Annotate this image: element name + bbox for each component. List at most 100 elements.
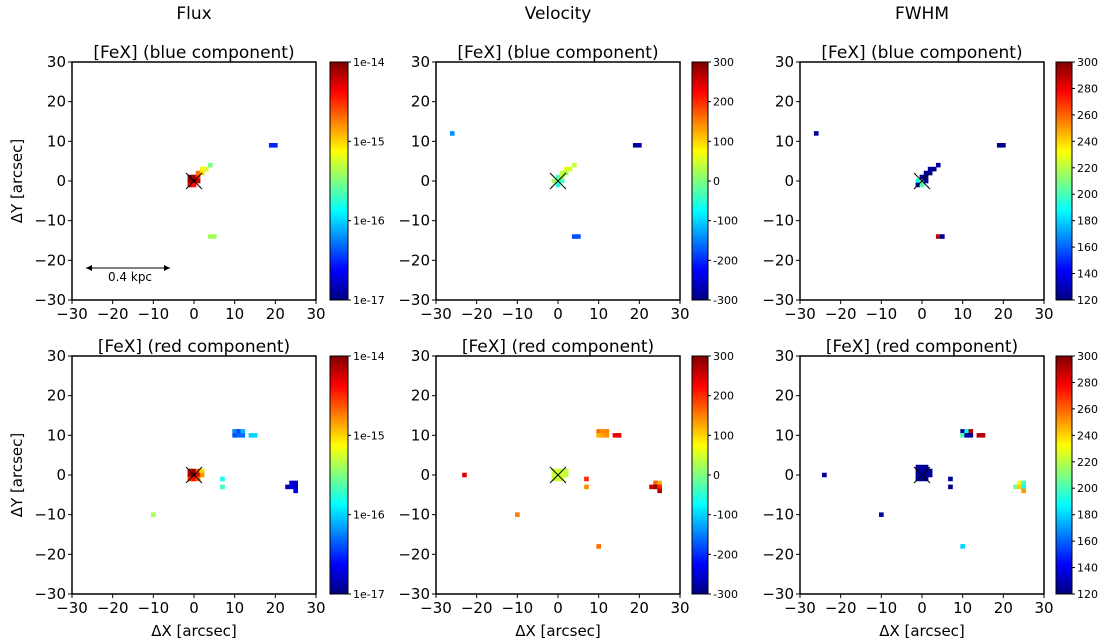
- heatmap-pixels: [822, 429, 1026, 549]
- y-tick-label: −30: [398, 291, 430, 309]
- heatmap-pixel: [199, 166, 205, 172]
- panel-flux-red: [FeX] (red component) −30 −20 −10 0 10 20 30 −30…: [8, 337, 385, 640]
- y-tick-label: 0: [420, 172, 430, 190]
- colorbar-tick-label: 220: [1077, 162, 1098, 175]
- y-tick-label: −20: [762, 251, 794, 269]
- heatmap-pixel: [604, 433, 610, 438]
- y-tick-label: 20: [47, 387, 66, 405]
- x-tick-label: 0: [189, 599, 199, 617]
- x-tick-label: 20: [994, 305, 1013, 323]
- heatmap-pixel: [195, 170, 201, 176]
- colorbar-tick-label: -200: [713, 254, 738, 267]
- heatmap-pixel: [596, 429, 601, 434]
- colorbar-tick-label: 120: [1077, 294, 1098, 307]
- y-tick-label: 0: [784, 172, 794, 190]
- heatmap-pixel: [199, 468, 205, 474]
- heatmap-pixel: [948, 476, 953, 482]
- colorbar-tick-label: 200: [713, 96, 734, 109]
- x-tick-label: 0: [553, 599, 563, 617]
- y-tick-label: −10: [34, 212, 66, 230]
- panel-title: [FeX] (red component): [98, 337, 290, 357]
- x-axis-label: ΔX [arcsec]: [515, 622, 601, 640]
- heatmap-pixel: [879, 512, 884, 517]
- heatmap-pixel: [207, 234, 213, 239]
- x-tick-label: 30: [306, 305, 325, 323]
- x-tick-label: 20: [266, 599, 285, 617]
- heatmap-pixel: [600, 429, 606, 434]
- colorbar-tick-label: 240: [1077, 135, 1098, 148]
- heatmap-pixel: [927, 166, 933, 172]
- heatmap-pixel: [1013, 484, 1018, 490]
- x-tick-label: −20: [825, 599, 857, 617]
- panel-fwhm-red: [FeX] (red component) −30 −20 −10 0 10 20 30 −30…: [762, 337, 1098, 640]
- colorbar-tick-label: 1e-16: [353, 215, 385, 228]
- colorbar: -300 -200 -100 0 100 200 300: [691, 56, 738, 307]
- heatmap-pixel: [960, 429, 965, 434]
- heatmap-pixel: [923, 178, 929, 184]
- colorbar-tick-label: -100: [713, 509, 738, 522]
- y-tick-label: −20: [34, 251, 66, 269]
- heatmap-pixel: [927, 170, 933, 176]
- x-tick-label: 0: [553, 305, 563, 323]
- heatmap-pixel: [555, 476, 561, 482]
- colorbar-tick-label: -200: [713, 548, 738, 561]
- heatmap-pixel: [240, 429, 246, 434]
- x-tick-label: −10: [502, 305, 534, 323]
- heatmap-pixel: [191, 468, 197, 474]
- heatmap-pixel: [1017, 480, 1022, 486]
- heatmap-pixel: [191, 174, 197, 180]
- y-tick-label: 10: [47, 426, 66, 444]
- heatmap-pixel: [632, 143, 638, 148]
- x-tick-label: −20: [461, 305, 493, 323]
- x-tick-label: 20: [630, 305, 649, 323]
- heatmap-pixel: [968, 429, 974, 434]
- x-tick-label: −10: [866, 599, 898, 617]
- heatmap-pixel: [1021, 484, 1026, 490]
- heatmap-pixel: [576, 234, 581, 239]
- x-tick-label: −30: [56, 599, 88, 617]
- heatmap-pixel: [976, 433, 982, 438]
- heatmap-pixel: [195, 178, 201, 184]
- heatmap-pixel: [1021, 480, 1026, 486]
- colorbar-tick-label: 120: [1077, 588, 1098, 601]
- heatmap-pixel: [563, 166, 569, 172]
- heatmap-pixel: [927, 472, 933, 478]
- heatmap-pixel: [927, 468, 933, 474]
- colorbar-gradient: [329, 355, 349, 595]
- heatmap-pixel: [964, 433, 970, 438]
- x-axis-label: ΔX [arcsec]: [879, 622, 965, 640]
- heatmap-pixel: [293, 480, 298, 486]
- colorbar-tick-label: 200: [1077, 188, 1098, 201]
- colorbar-tick-label: 160: [1077, 241, 1098, 254]
- panel-title: [FeX] (blue component): [821, 43, 1022, 63]
- y-tick-label: 10: [775, 132, 794, 150]
- heatmap-pixel: [919, 464, 925, 470]
- y-tick-label: 30: [47, 347, 66, 365]
- x-tick-label: −10: [502, 599, 534, 617]
- colorbar-tick-label: 1e-17: [353, 294, 385, 307]
- x-tick-label: −30: [784, 599, 816, 617]
- y-tick-label: −20: [398, 545, 430, 563]
- panel-title: [FeX] (red component): [826, 337, 1018, 357]
- heatmap-pixel: [515, 512, 520, 517]
- heatmap-pixel: [555, 174, 561, 180]
- heatmap-pixel: [915, 464, 921, 470]
- y-tick-label: −10: [762, 212, 794, 230]
- y-tick-label: −10: [398, 506, 430, 524]
- heatmap-pixel: [268, 143, 274, 148]
- nucleus-cross-line: [549, 466, 567, 484]
- heatmap-pixel: [980, 433, 986, 438]
- heatmap-pixel: [996, 143, 1002, 148]
- nucleus-cross-line: [185, 466, 203, 484]
- colorbar-tick-label: 1e-14: [353, 56, 385, 69]
- heatmap-pixel: [657, 484, 662, 490]
- colorbar: 120 140 160 180 200 220 240 260 280 300: [1055, 350, 1098, 601]
- colorbar-tick-label: 180: [1077, 509, 1098, 522]
- x-axis-label: ΔX [arcsec]: [151, 622, 237, 640]
- heatmap-pixel: [596, 544, 601, 549]
- colorbar-tick-label: 100: [713, 135, 734, 148]
- x-tick-label: 10: [225, 599, 244, 617]
- y-tick-label: 0: [784, 466, 794, 484]
- heatmap-pixel: [604, 429, 610, 434]
- heatmap-pixel: [195, 472, 201, 478]
